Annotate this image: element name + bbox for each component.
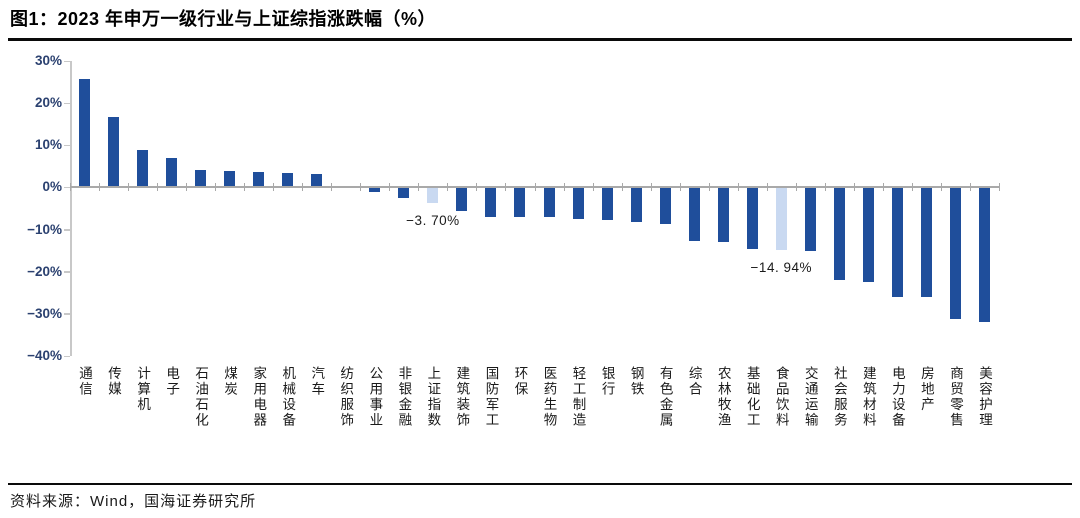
footer-divider bbox=[8, 483, 1072, 485]
data-label-上证指数: −3. 70% bbox=[406, 213, 460, 229]
x-label-计算机: 计算机 bbox=[135, 366, 151, 413]
bar-公用事业 bbox=[369, 187, 381, 193]
bar-银行 bbox=[601, 187, 613, 221]
bar-基础化工 bbox=[746, 187, 758, 250]
data-label-食品饮料: −14. 94% bbox=[750, 260, 812, 276]
y-tick-mark bbox=[64, 313, 70, 315]
bar-传媒 bbox=[108, 116, 120, 188]
y-tick-label: 10% bbox=[34, 137, 62, 153]
bar-综合 bbox=[688, 187, 700, 241]
x-label-国防军工: 国防军工 bbox=[483, 366, 499, 428]
y-tick-mark bbox=[64, 229, 70, 231]
bar-非银金融 bbox=[398, 187, 410, 198]
bar-通信 bbox=[79, 79, 91, 188]
y-tick-label: −40% bbox=[27, 348, 62, 363]
bar-商贸零售 bbox=[949, 187, 961, 319]
bar-石油石化 bbox=[195, 169, 207, 188]
x-label-社会服务: 社会服务 bbox=[831, 366, 847, 428]
bar-机械设备 bbox=[282, 173, 294, 188]
x-label-非银金融: 非银金融 bbox=[396, 366, 412, 428]
x-label-房地产: 房地产 bbox=[918, 366, 934, 413]
bar-美容护理 bbox=[978, 187, 990, 323]
y-tick-mark bbox=[64, 60, 70, 62]
x-label-电力设备: 电力设备 bbox=[889, 366, 905, 428]
x-label-环保: 环保 bbox=[512, 366, 528, 397]
y-tick-mark bbox=[64, 271, 70, 273]
bar-社会服务 bbox=[833, 187, 845, 280]
x-label-商贸零售: 商贸零售 bbox=[947, 366, 963, 428]
x-label-有色金属: 有色金属 bbox=[657, 366, 673, 428]
y-tick-label: −20% bbox=[27, 263, 62, 279]
bar-电力设备 bbox=[891, 187, 903, 297]
bar-计算机 bbox=[137, 150, 149, 188]
x-label-家用电器: 家用电器 bbox=[251, 366, 267, 428]
y-tick-label: 20% bbox=[34, 95, 62, 111]
y-axis-spine bbox=[70, 61, 72, 356]
x-label-传媒: 传媒 bbox=[106, 366, 122, 397]
bar-煤炭 bbox=[224, 170, 236, 188]
x-label-纺织服饰: 纺织服饰 bbox=[338, 366, 354, 428]
x-label-基础化工: 基础化工 bbox=[744, 366, 760, 428]
x-label-医药生物: 医药生物 bbox=[541, 366, 557, 428]
bar-国防军工 bbox=[485, 187, 497, 217]
zero-axis-line bbox=[70, 186, 999, 189]
bar-上证指数 bbox=[427, 187, 439, 203]
bar-轻工制造 bbox=[572, 187, 584, 219]
x-label-建筑材料: 建筑材料 bbox=[860, 366, 876, 428]
bar-建筑材料 bbox=[862, 187, 874, 283]
bar-有色金属 bbox=[659, 187, 671, 224]
x-label-上证指数: 上证指数 bbox=[425, 366, 441, 428]
y-tick-mark bbox=[64, 355, 70, 357]
x-label-银行: 银行 bbox=[599, 366, 615, 397]
x-label-机械设备: 机械设备 bbox=[280, 366, 296, 428]
bar-农林牧渔 bbox=[717, 187, 729, 243]
bar-建筑装饰 bbox=[456, 187, 468, 211]
figure-title: 图1：2023 年申万一级行业与上证综指涨跌幅（%） bbox=[10, 9, 437, 29]
bar-食品饮料 bbox=[775, 187, 787, 251]
x-label-农林牧渔: 农林牧渔 bbox=[715, 366, 731, 428]
bar-汽车 bbox=[311, 173, 323, 188]
x-label-石油石化: 石油石化 bbox=[193, 366, 209, 428]
x-label-钢铁: 钢铁 bbox=[628, 366, 644, 397]
bar-环保 bbox=[514, 187, 526, 217]
x-label-通信: 通信 bbox=[77, 366, 93, 397]
x-label-交通运输: 交通运输 bbox=[802, 366, 818, 428]
y-tick-mark bbox=[64, 102, 70, 105]
x-tick-mark bbox=[999, 183, 1000, 192]
bar-交通运输 bbox=[804, 187, 816, 252]
y-tick-label: −10% bbox=[27, 221, 62, 237]
x-label-电子: 电子 bbox=[164, 366, 180, 397]
x-label-美容护理: 美容护理 bbox=[976, 366, 992, 428]
bar-电子 bbox=[166, 157, 178, 188]
y-tick-mark bbox=[64, 144, 70, 147]
bar-医药生物 bbox=[543, 187, 555, 218]
bar-钢铁 bbox=[630, 187, 642, 223]
y-tick-label: −30% bbox=[27, 305, 62, 321]
title-divider bbox=[8, 38, 1072, 41]
x-label-建筑装饰: 建筑装饰 bbox=[454, 366, 470, 428]
y-tick-label: 30% bbox=[34, 53, 62, 68]
y-tick-label: 0% bbox=[42, 179, 62, 195]
x-label-煤炭: 煤炭 bbox=[222, 366, 238, 397]
x-label-综合: 综合 bbox=[686, 366, 702, 397]
bar-家用电器 bbox=[253, 171, 265, 188]
x-label-汽车: 汽车 bbox=[309, 366, 325, 397]
y-tick-mark bbox=[64, 186, 70, 189]
x-label-公用事业: 公用事业 bbox=[367, 366, 383, 428]
bar-房地产 bbox=[920, 187, 932, 298]
x-label-食品饮料: 食品饮料 bbox=[773, 366, 789, 428]
x-label-轻工制造: 轻工制造 bbox=[570, 366, 586, 428]
source-note: 资料来源：Wind，国海证券研究所 bbox=[10, 493, 257, 510]
